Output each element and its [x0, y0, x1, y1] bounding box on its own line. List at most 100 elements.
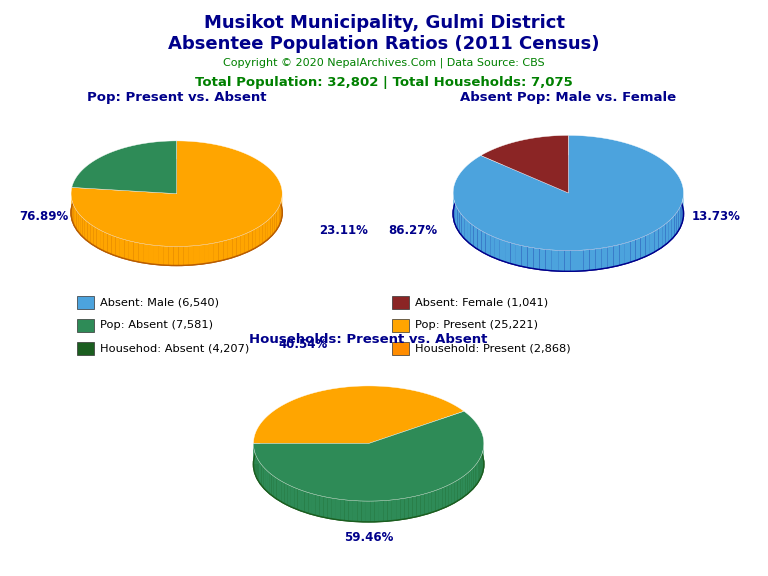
Polygon shape	[276, 209, 278, 230]
Polygon shape	[672, 215, 674, 239]
Polygon shape	[459, 212, 462, 236]
Polygon shape	[682, 200, 683, 224]
Polygon shape	[442, 486, 445, 509]
Polygon shape	[305, 491, 308, 513]
Polygon shape	[179, 247, 184, 266]
Polygon shape	[590, 249, 596, 270]
Polygon shape	[463, 475, 465, 498]
Polygon shape	[120, 238, 124, 259]
Polygon shape	[274, 476, 276, 499]
Polygon shape	[279, 480, 282, 502]
Polygon shape	[312, 494, 316, 516]
Polygon shape	[104, 232, 108, 253]
Polygon shape	[268, 218, 270, 239]
Polygon shape	[253, 444, 369, 464]
Polygon shape	[228, 238, 232, 259]
Polygon shape	[366, 501, 370, 522]
Polygon shape	[375, 501, 379, 522]
Polygon shape	[475, 463, 477, 486]
Polygon shape	[490, 235, 495, 258]
Polygon shape	[209, 243, 214, 263]
Polygon shape	[237, 236, 241, 256]
Polygon shape	[100, 230, 104, 251]
Polygon shape	[454, 199, 455, 223]
Polygon shape	[470, 469, 472, 492]
Polygon shape	[259, 225, 262, 245]
Text: Households: Present vs. Absent: Households: Present vs. Absent	[250, 332, 488, 346]
Text: Copyright © 2020 NepalArchives.Com | Data Source: CBS: Copyright © 2020 NepalArchives.Com | Dat…	[223, 58, 545, 68]
Polygon shape	[108, 234, 111, 254]
Text: Musikot Municipality, Gulmi District: Musikot Municipality, Gulmi District	[204, 14, 564, 32]
Polygon shape	[134, 242, 138, 262]
Polygon shape	[349, 500, 353, 521]
Polygon shape	[482, 231, 485, 254]
Polygon shape	[174, 247, 179, 266]
Polygon shape	[245, 232, 249, 253]
Text: Total Population: 32,802 | Total Households: 7,075: Total Population: 32,802 | Total Househo…	[195, 76, 573, 89]
Text: Househod: Absent (4,207): Househod: Absent (4,207)	[100, 343, 249, 354]
Polygon shape	[458, 209, 459, 233]
Polygon shape	[495, 237, 500, 260]
Polygon shape	[204, 244, 209, 264]
Polygon shape	[319, 496, 323, 517]
Polygon shape	[71, 141, 177, 194]
Polygon shape	[111, 235, 116, 256]
Polygon shape	[336, 499, 340, 520]
Text: Absent: Female (1,041): Absent: Female (1,041)	[415, 297, 548, 308]
Polygon shape	[362, 501, 366, 522]
Polygon shape	[412, 496, 416, 517]
Polygon shape	[477, 461, 478, 484]
Text: Absent: Male (6,540): Absent: Male (6,540)	[100, 297, 219, 308]
Polygon shape	[76, 210, 78, 232]
Polygon shape	[396, 499, 400, 520]
Polygon shape	[71, 141, 282, 247]
Polygon shape	[619, 243, 625, 266]
Polygon shape	[265, 220, 268, 241]
Polygon shape	[353, 501, 357, 522]
Polygon shape	[388, 500, 392, 521]
Polygon shape	[80, 215, 82, 237]
Polygon shape	[631, 240, 636, 262]
Polygon shape	[275, 211, 276, 232]
Polygon shape	[479, 457, 481, 480]
Polygon shape	[332, 498, 336, 520]
Polygon shape	[636, 238, 641, 260]
Polygon shape	[456, 206, 458, 229]
Polygon shape	[462, 215, 464, 238]
Polygon shape	[323, 497, 328, 518]
Polygon shape	[474, 226, 478, 249]
Polygon shape	[654, 229, 658, 252]
Polygon shape	[75, 208, 76, 229]
Polygon shape	[189, 246, 194, 265]
Polygon shape	[270, 215, 273, 237]
Polygon shape	[583, 249, 590, 271]
Polygon shape	[344, 500, 349, 521]
Polygon shape	[679, 206, 680, 230]
Polygon shape	[184, 246, 189, 266]
Polygon shape	[680, 203, 682, 227]
Polygon shape	[73, 203, 74, 225]
Text: 86.27%: 86.27%	[388, 224, 437, 237]
Polygon shape	[452, 482, 455, 504]
Text: 59.46%: 59.46%	[344, 531, 393, 544]
Text: 13.73%: 13.73%	[691, 210, 740, 222]
Polygon shape	[219, 241, 223, 261]
Polygon shape	[677, 210, 679, 233]
Polygon shape	[379, 501, 383, 522]
Polygon shape	[521, 245, 528, 267]
Polygon shape	[163, 246, 168, 266]
Polygon shape	[416, 495, 421, 517]
Polygon shape	[223, 240, 228, 260]
Text: Pop: Present (25,221): Pop: Present (25,221)	[415, 320, 538, 331]
Polygon shape	[432, 491, 435, 513]
Polygon shape	[291, 486, 294, 508]
Polygon shape	[143, 244, 148, 263]
Polygon shape	[449, 483, 452, 506]
Polygon shape	[505, 241, 511, 263]
Polygon shape	[481, 455, 482, 478]
Polygon shape	[552, 250, 558, 271]
Polygon shape	[392, 499, 396, 521]
Polygon shape	[84, 219, 88, 241]
Polygon shape	[260, 463, 262, 486]
Polygon shape	[465, 473, 468, 495]
